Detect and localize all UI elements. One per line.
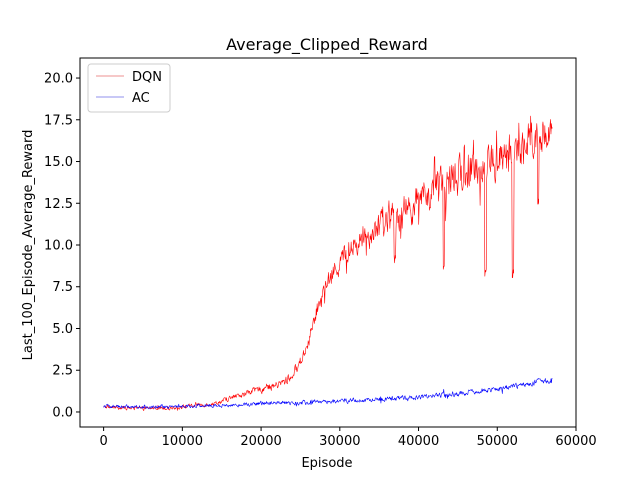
x-tick-label: 0 bbox=[99, 434, 107, 449]
y-tick-label: 20.0 bbox=[44, 72, 73, 87]
series-line-ac bbox=[103, 377, 553, 410]
x-tick-label: 30000 bbox=[319, 434, 360, 449]
x-axis-label: Episode bbox=[301, 456, 352, 471]
legend-label-dqn: DQN bbox=[132, 70, 162, 85]
y-tick-label: 12.5 bbox=[44, 197, 73, 212]
series-line-dqn bbox=[103, 115, 553, 411]
x-axis: 0 10000 20000 30000 40000 50000 60000 bbox=[99, 427, 597, 449]
y-tick-label: 7.5 bbox=[52, 280, 73, 295]
x-tick-label: 20000 bbox=[240, 434, 281, 449]
y-tick-label: 0.0 bbox=[52, 405, 73, 420]
chart-title: Average_Clipped_Reward bbox=[226, 35, 428, 55]
x-tick-label: 40000 bbox=[398, 434, 439, 449]
y-axis-label: Last_100_Episode_Average_Reward bbox=[21, 130, 36, 361]
legend: DQN AC bbox=[87, 63, 171, 113]
legend-label-ac: AC bbox=[132, 91, 150, 106]
y-tick-label: 2.5 bbox=[52, 364, 73, 379]
x-tick-label: 60000 bbox=[555, 434, 596, 449]
x-tick-label: 10000 bbox=[162, 434, 203, 449]
y-tick-label: 5.0 bbox=[52, 322, 73, 337]
x-tick-label: 50000 bbox=[477, 434, 518, 449]
plot-area-frame bbox=[79, 57, 577, 428]
y-axis: 0.0 2.5 5.0 7.5 10.0 12.5 15.0 17.5 20.0 bbox=[44, 72, 80, 420]
y-tick-label: 17.5 bbox=[44, 113, 73, 128]
y-tick-label: 15.0 bbox=[44, 155, 73, 170]
y-tick-label: 10.0 bbox=[44, 239, 73, 254]
series-layer bbox=[103, 115, 553, 411]
